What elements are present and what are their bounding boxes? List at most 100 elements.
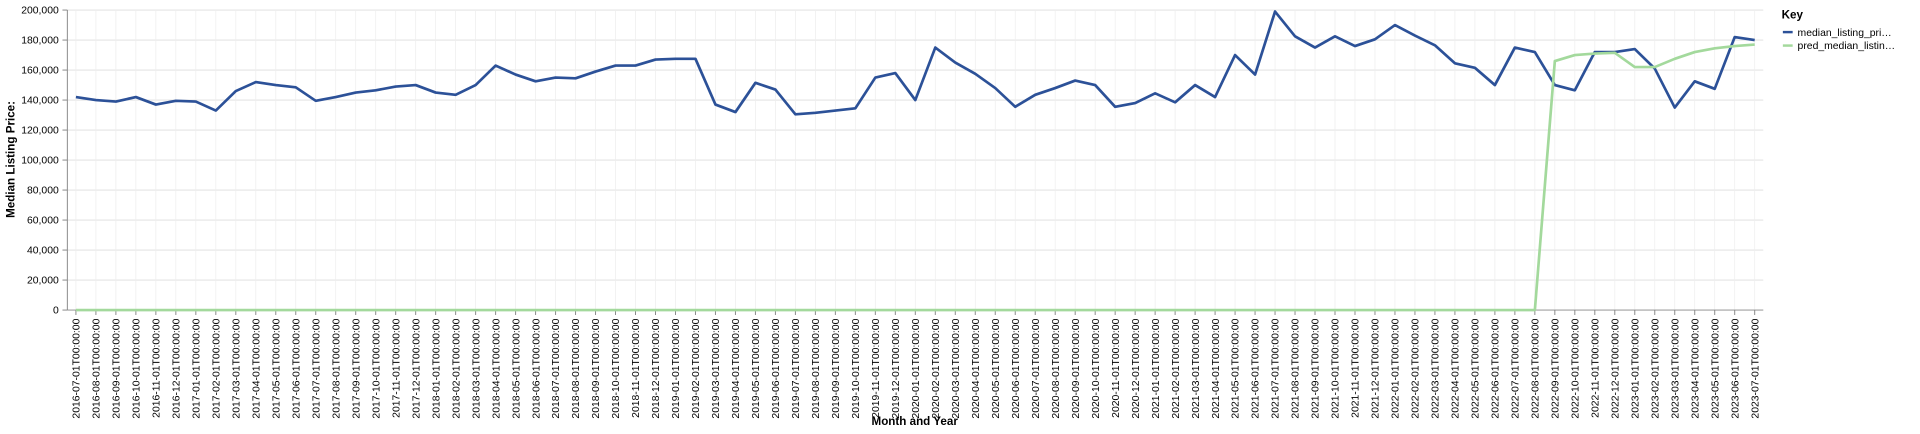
x-tick-label: 2022-06-01T00:00:00 [1491, 318, 1502, 418]
x-tick-label: 2020-01-01T00:00:00 [911, 318, 922, 418]
x-tick-label: 2016-09-01T00:00:00 [112, 318, 123, 418]
x-tick-label: 2018-09-01T00:00:00 [591, 318, 602, 418]
x-tick-label: 2017-08-01T00:00:00 [331, 318, 342, 418]
x-tick-label: 2020-02-01T00:00:00 [931, 318, 942, 418]
x-tick-label: 2017-05-01T00:00:00 [271, 318, 282, 418]
x-tick-label: 2018-06-01T00:00:00 [531, 318, 542, 418]
x-tick-label: 2021-12-01T00:00:00 [1371, 318, 1382, 418]
x-tick-label: 2017-12-01T00:00:00 [411, 318, 422, 418]
x-tick-label: 2023-02-01T00:00:00 [1650, 318, 1661, 418]
x-tick-label: 2019-11-01T00:00:00 [871, 318, 882, 417]
x-tick-label: 2019-10-01T00:00:00 [851, 318, 862, 418]
x-tick-label: 2019-02-01T00:00:00 [691, 318, 702, 418]
x-tick-label: 2017-10-01T00:00:00 [371, 318, 382, 418]
x-tick-label: 2021-01-01T00:00:00 [1151, 318, 1162, 418]
y-tick-label: 200,000 [21, 6, 59, 17]
x-tick-label: 2020-10-01T00:00:00 [1091, 318, 1102, 418]
x-tick-label: 2021-06-01T00:00:00 [1251, 318, 1262, 418]
x-tick-label: 2018-04-01T00:00:00 [491, 318, 502, 418]
y-tick-label: 120,000 [21, 126, 59, 137]
x-tick-label: 2018-12-01T00:00:00 [651, 318, 662, 418]
y-tick-label: 100,000 [21, 156, 59, 167]
y-axis-title: Median Listing Price: [5, 101, 18, 218]
x-tick-label: 2022-08-01T00:00:00 [1531, 318, 1542, 418]
x-tick-label: 2016-12-01T00:00:00 [172, 318, 183, 418]
x-tick-label: 2018-08-01T00:00:00 [571, 318, 582, 418]
y-tick-label: 140,000 [21, 96, 59, 107]
x-tick-label: 2017-02-01T00:00:00 [211, 318, 222, 418]
x-tick-label: 2021-03-01T00:00:00 [1191, 318, 1202, 418]
x-tick-label: 2021-10-01T00:00:00 [1331, 318, 1342, 418]
x-tick-label: 2017-04-01T00:00:00 [251, 318, 262, 418]
x-tick-label: 2019-09-01T00:00:00 [831, 318, 842, 418]
x-tick-label: 2021-02-01T00:00:00 [1171, 318, 1182, 418]
x-tick-label: 2020-07-01T00:00:00 [1031, 318, 1042, 418]
x-tick-label: 2022-10-01T00:00:00 [1570, 318, 1581, 418]
x-tick-label: 2016-07-01T00:00:00 [72, 318, 83, 418]
x-tick-label: 2017-09-01T00:00:00 [351, 318, 362, 418]
x-tick-label: 2022-02-01T00:00:00 [1411, 318, 1422, 418]
x-tick-label: 2022-07-01T00:00:00 [1511, 318, 1522, 418]
x-tick-label: 2019-07-01T00:00:00 [791, 318, 802, 418]
x-tick-label: 2018-11-01T00:00:00 [631, 318, 642, 417]
x-tick-label: 2020-12-01T00:00:00 [1131, 318, 1142, 418]
x-tick-label: 2021-08-01T00:00:00 [1291, 318, 1302, 418]
x-tick-label: 2019-01-01T00:00:00 [671, 318, 682, 418]
x-tick-label: 2020-05-01T00:00:00 [991, 318, 1002, 418]
x-tick-label: 2019-08-01T00:00:00 [811, 318, 822, 418]
x-tick-label: 2021-09-01T00:00:00 [1311, 318, 1322, 418]
x-tick-label: 2019-12-01T00:00:00 [891, 318, 902, 418]
legend-label: pred_median_listin… [1798, 41, 1896, 52]
x-tick-label: 2022-01-01T00:00:00 [1391, 318, 1402, 418]
x-tick-label: 2023-05-01T00:00:00 [1710, 318, 1721, 418]
x-tick-label: 2020-09-01T00:00:00 [1071, 318, 1082, 418]
x-tick-label: 2018-05-01T00:00:00 [511, 318, 522, 418]
x-tick-label: 2023-01-01T00:00:00 [1630, 318, 1641, 418]
x-tick-label: 2016-11-01T00:00:00 [152, 318, 163, 417]
x-tick-label: 2017-07-01T00:00:00 [311, 318, 322, 418]
y-tick-label: 40,000 [27, 246, 59, 257]
x-tick-label: 2022-03-01T00:00:00 [1431, 318, 1442, 418]
x-tick-label: 2019-03-01T00:00:00 [711, 318, 722, 418]
x-tick-label: 2016-10-01T00:00:00 [132, 318, 143, 418]
x-tick-label: 2019-06-01T00:00:00 [771, 318, 782, 418]
series-line [75, 43, 1755, 312]
y-tick-label: 160,000 [21, 66, 59, 77]
x-tick-label: 2019-04-01T00:00:00 [731, 318, 742, 418]
x-tick-label: 2022-12-01T00:00:00 [1610, 318, 1621, 418]
x-tick-label: 2018-01-01T00:00:00 [431, 318, 442, 418]
x-axis-title: Month and Year [872, 415, 959, 428]
x-tick-label: 2017-11-01T00:00:00 [391, 318, 402, 417]
x-tick-label: 2021-07-01T00:00:00 [1271, 318, 1282, 418]
x-tick-label: 2020-06-01T00:00:00 [1011, 318, 1022, 418]
x-tick-label: 2017-01-01T00:00:00 [192, 318, 203, 418]
x-tick-label: 2017-03-01T00:00:00 [231, 318, 242, 418]
x-tick-label: 2017-06-01T00:00:00 [291, 318, 302, 418]
x-tick-label: 2021-05-01T00:00:00 [1231, 318, 1242, 418]
x-tick-label: 2016-08-01T00:00:00 [92, 318, 103, 418]
x-tick-label: 2020-08-01T00:00:00 [1051, 318, 1062, 418]
x-tick-label: 2018-02-01T00:00:00 [451, 318, 462, 418]
x-tick-label: 2023-03-01T00:00:00 [1670, 318, 1681, 418]
x-tick-label: 2022-11-01T00:00:00 [1590, 318, 1601, 417]
x-tick-label: 2022-04-01T00:00:00 [1451, 318, 1462, 418]
x-tick-label: 2018-10-01T00:00:00 [611, 318, 622, 418]
x-tick-label: 2022-05-01T00:00:00 [1471, 318, 1482, 418]
x-tick-label: 2023-07-01T00:00:00 [1750, 318, 1761, 418]
x-tick-label: 2020-11-01T00:00:00 [1111, 318, 1122, 417]
x-tick-label: 2021-11-01T00:00:00 [1351, 318, 1362, 417]
x-tick-label: 2020-03-01T00:00:00 [951, 318, 962, 418]
y-tick-label: 60,000 [27, 216, 59, 227]
x-tick-label: 2020-04-01T00:00:00 [971, 318, 982, 418]
y-tick-label: 20,000 [27, 276, 59, 287]
x-tick-label: 2019-05-01T00:00:00 [751, 318, 762, 418]
x-tick-label: 2022-09-01T00:00:00 [1551, 318, 1562, 418]
legend-label: median_listing_pri… [1798, 28, 1892, 39]
x-tick-label: 2021-04-01T00:00:00 [1211, 318, 1222, 418]
x-tick-label: 2023-06-01T00:00:00 [1730, 318, 1741, 418]
x-tick-label: 2018-07-01T00:00:00 [551, 318, 562, 418]
series-line [75, 10, 1755, 116]
legend-title: Key [1782, 9, 1804, 22]
x-tick-label: 2018-03-01T00:00:00 [471, 318, 482, 418]
